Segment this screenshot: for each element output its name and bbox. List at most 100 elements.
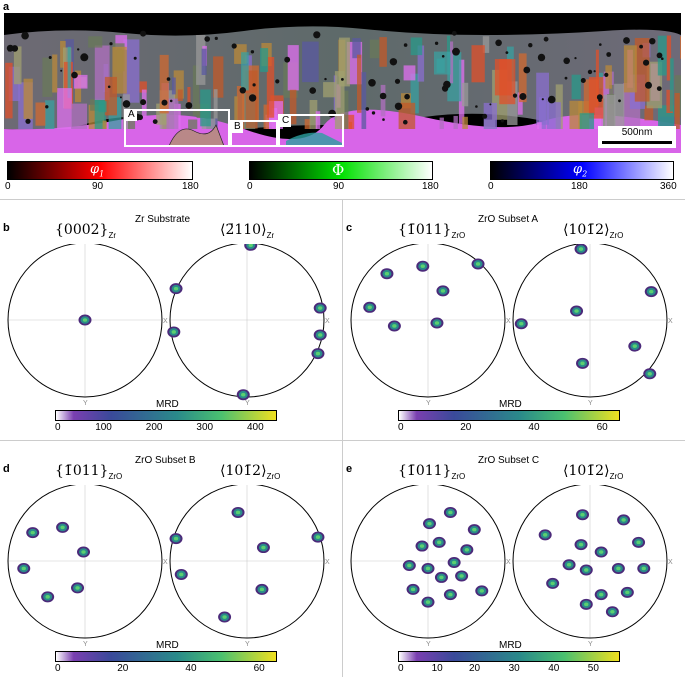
pole-spot-core [578,247,584,251]
ebsd-orientation-map: A B C 500nm [4,13,681,153]
pole-spot-core [81,550,86,554]
phi1-tick-90: 90 [92,181,104,192]
x-axis-label: X [668,559,673,566]
pole-spot-core [425,600,431,604]
pole-spot-core [519,321,524,326]
mrd-label: MRD [499,399,522,410]
scalebar-label: 500nm [621,127,653,138]
mrd-colorbar [55,410,277,421]
panel-c: c ZrO Subset A {1̄011}ZrO ⟨101̄2⟩ZrO X Y X Y MRD… [343,200,685,440]
pole-spot-core [261,545,266,550]
pole-figure-right-plane-label: ⟨101̄2⟩ZrO [220,463,281,481]
phi2-symbol: φ2 [573,162,588,179]
phi1-tick-0: 0 [5,181,11,192]
panel-b-label: b [3,222,10,234]
pole-spot-core [419,544,425,548]
pole-figure-right-plane-label: ⟨2̄110⟩Zr [220,222,275,240]
region-c-box [278,114,344,147]
pole-spot-core [566,562,572,567]
pole-spot-core [241,392,246,397]
panel-e: e ZrO Subset C {1̄011}ZrO ⟨101̄2⟩ZrO X Y X Y MRD… [343,441,685,681]
pole-spot-core [315,535,321,539]
y-axis-label: Y [426,641,431,648]
pole-spot-core [542,533,548,537]
pole-spot-core [647,371,652,376]
pole-spot-core [315,351,321,356]
y-axis-label: Y [588,400,593,407]
mrd-tick: 60 [253,663,265,674]
mrd-label: MRD [499,640,522,651]
mrd-tick: 100 [95,422,112,433]
panel-b-title: Zr Substrate [135,214,191,225]
Phi-tick-90: 90 [333,181,345,192]
pole-figure-left-plane-label: {1̄011}ZrO [398,222,466,240]
pole-spot-core [451,560,457,565]
mrd-tick: 40 [185,663,197,674]
panel-b: b Zr Substrate {0002}Zr ⟨2̄110⟩Zr X Y X Y MRD 0 10… [0,200,342,440]
mrd-tick: 300 [196,422,214,433]
panel-e-label: e [346,463,353,475]
mrd-tick: 50 [587,663,599,674]
panel-d-label: d [3,463,10,475]
mrd-label: MRD [156,399,179,410]
pole-spot-core [425,566,431,571]
mrd-tick: 60 [596,422,608,433]
pole-figure-right: XY [169,485,330,648]
pole-spot-core [580,361,585,366]
phi1-tick-180: 180 [182,181,199,192]
pole-figure-circle [7,485,163,639]
pole-figure-right-plane-label: ⟨101̄2⟩ZrO [563,463,624,481]
pole-spot-core [410,587,416,592]
pole-spot-core [317,333,323,337]
pole-spot-core [437,540,442,545]
panel-c-label: c [346,222,353,234]
mrd-tick: 30 [508,663,520,674]
y-axis-label: Y [588,641,593,648]
pole-spot-core [448,592,453,597]
pole-spot-core [448,510,453,515]
mrd-tick: 0 [55,422,61,433]
panel-c-title: ZrO Subset A [478,214,539,225]
pole-spot-core [21,566,26,571]
pole-spot-core [259,587,265,592]
pole-spot-core [616,566,621,571]
pole-spot-core [584,568,589,572]
mrd-tick: 20 [117,663,129,674]
pole-spot-core [248,244,253,248]
phi2-tick-0: 0 [488,181,494,192]
y-axis-label: Y [245,400,250,407]
mrd-colorbar [398,651,620,662]
pole-spot-core [599,592,604,597]
y-axis-label: Y [245,641,250,648]
phi2-tick-180: 180 [571,181,588,192]
panel-a-label: a [3,1,10,13]
region-c-label: C [280,115,292,127]
pole-figure-right: XY [512,485,673,648]
pole-spot-core [459,574,464,578]
pole-spot-core [574,309,579,313]
pole-spot-core [75,586,80,590]
panel-e-title: ZrO Subset C [478,455,540,466]
y-axis-label: Y [426,400,431,407]
mrd-tick: 40 [548,663,560,674]
pole-spot-core [30,530,35,535]
pole-spot-core [367,305,372,310]
pole-spot-core [479,589,484,593]
x-axis-label: X [325,318,330,325]
pole-spot-core [392,324,397,328]
pole-spot-core [82,318,88,322]
mrd-tick: 0 [398,663,404,674]
phi2-colorbar: φ2 [490,161,674,180]
pole-spot-core [171,330,177,334]
pole-spot-core [610,609,615,614]
x-axis-label: X [506,318,511,325]
x-axis-label: X [325,559,330,566]
pole-spot-core [464,547,470,552]
panel-d: d ZrO Subset B {1̄011}ZrO ⟨101̄2⟩ZrO X Y X Y MRD… [0,441,342,681]
pole-spot-core [472,527,477,532]
mrd-colorbar [55,651,277,662]
pole-spot-core [584,602,589,607]
pole-figure-left: XY [7,244,168,407]
pole-figure-circle [350,244,506,398]
